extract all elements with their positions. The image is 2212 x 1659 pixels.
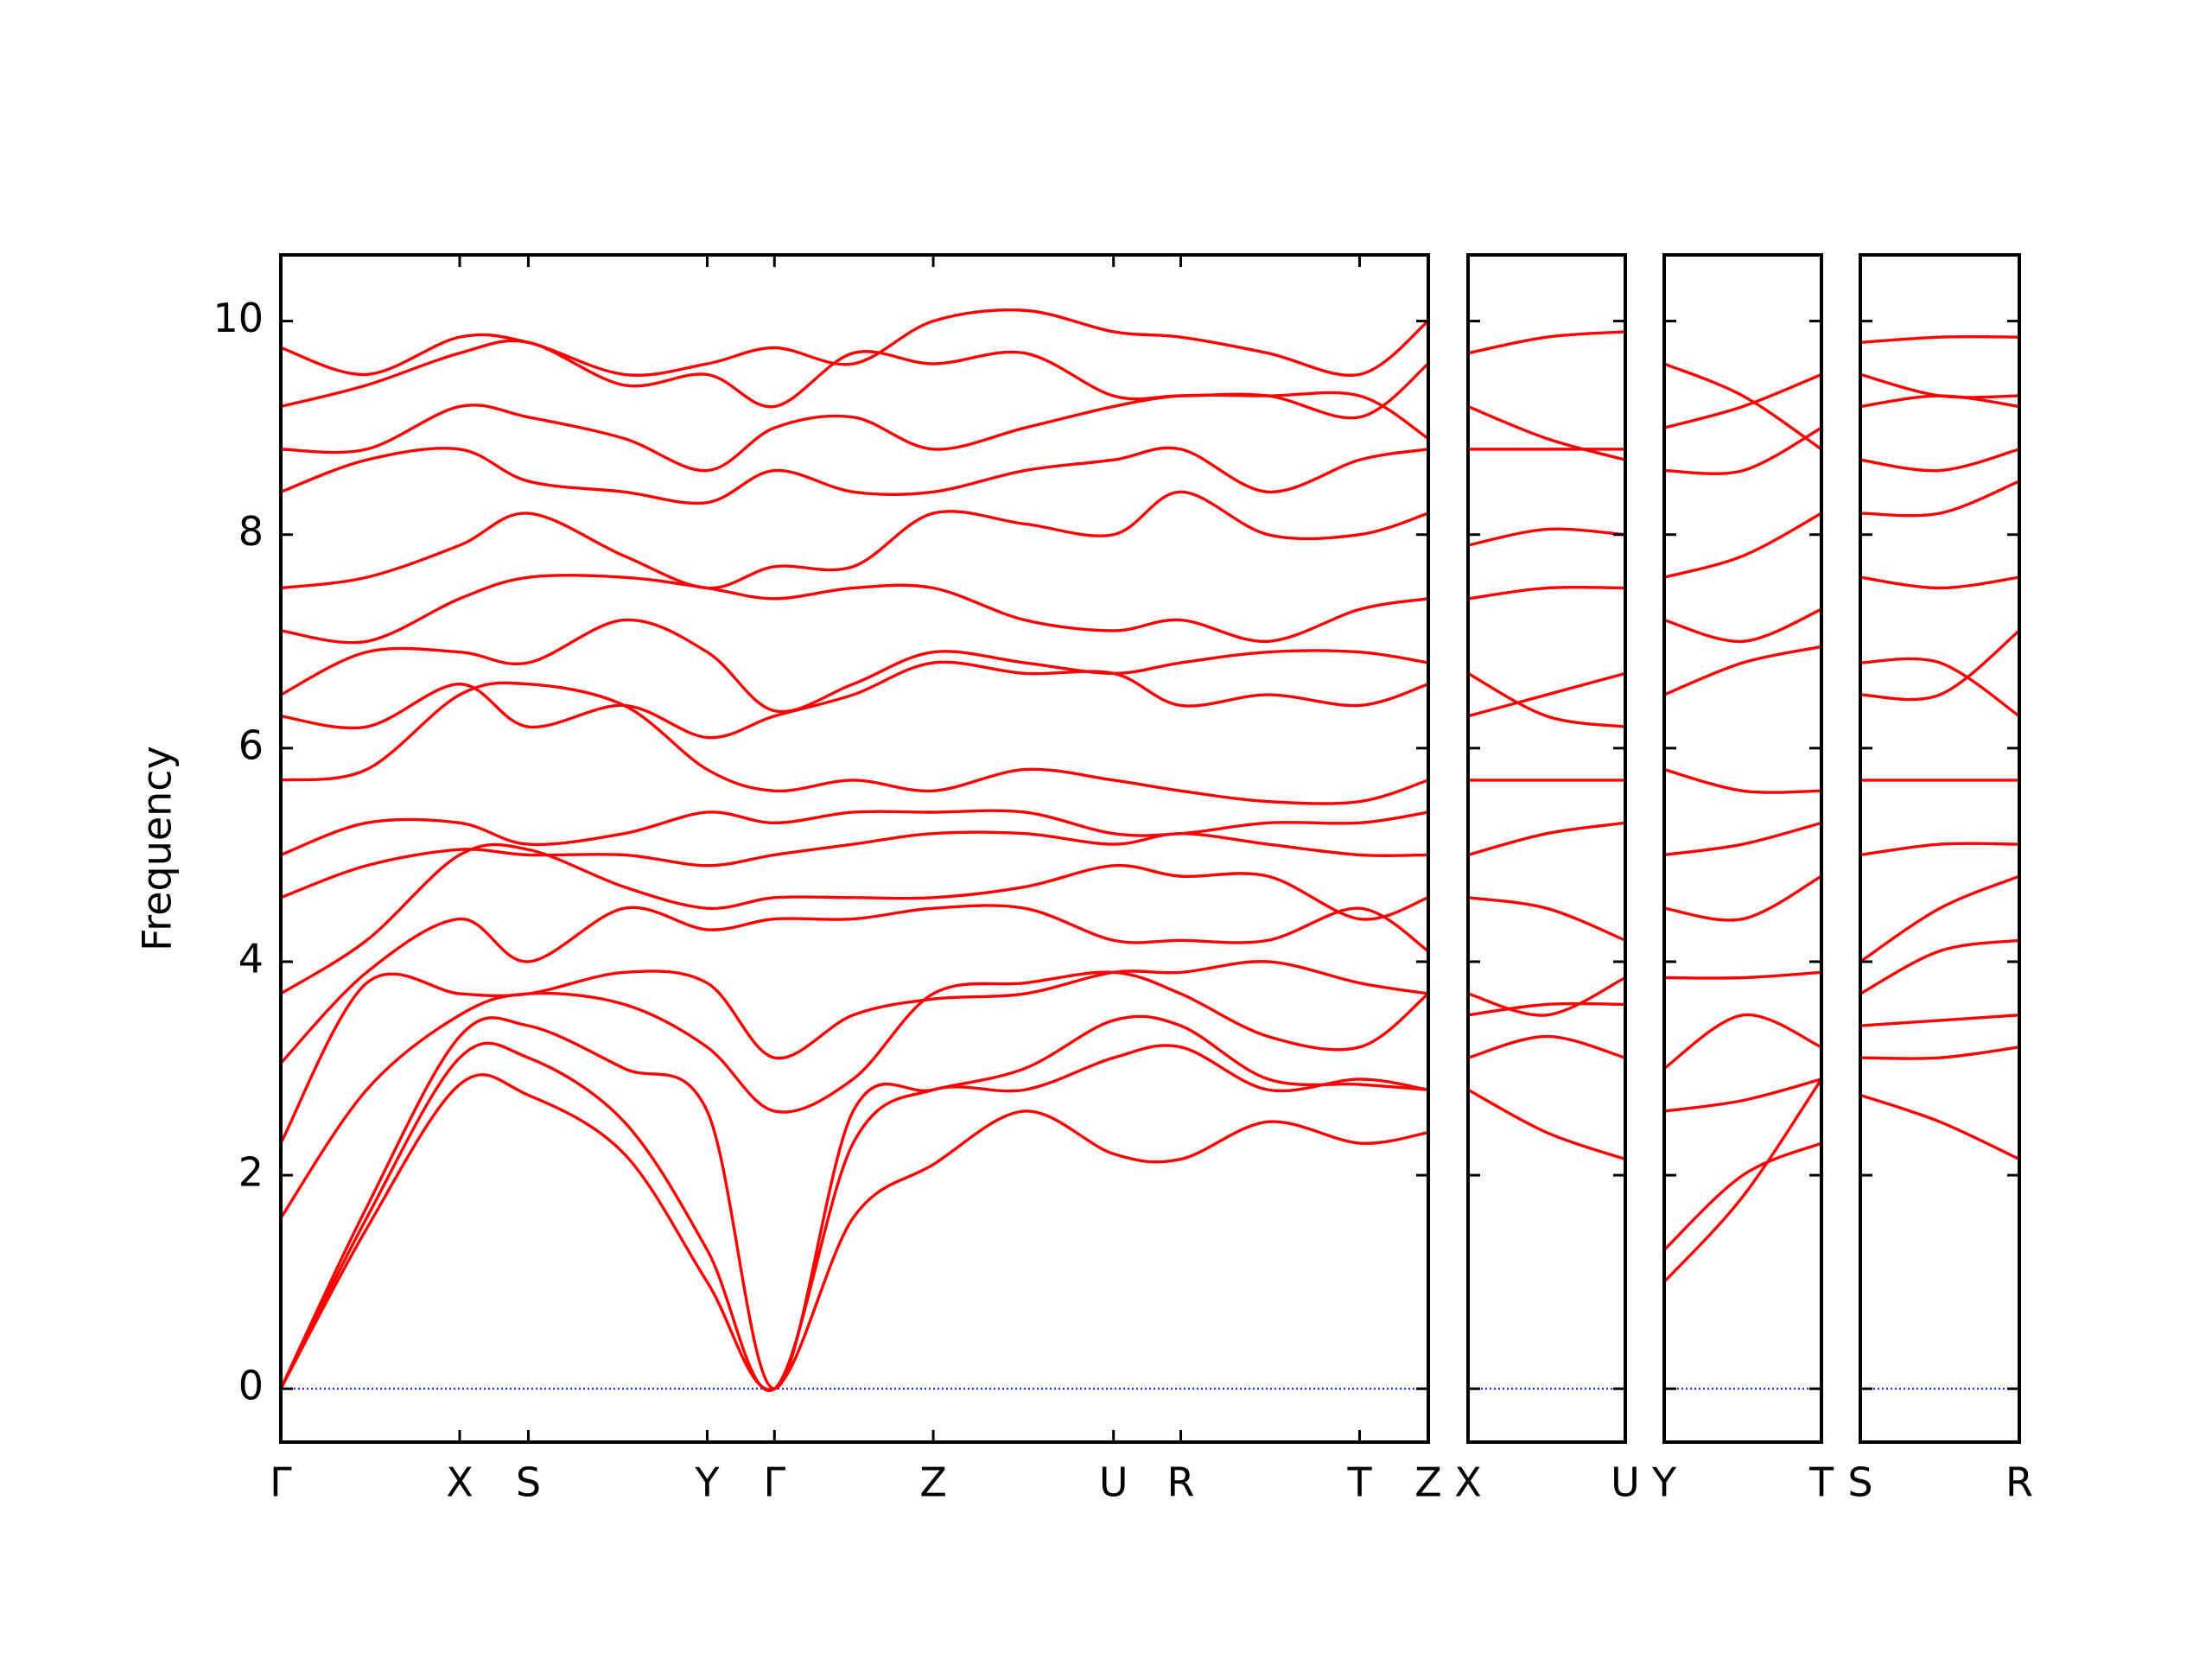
- band-line: [1664, 970, 1821, 980]
- plot-frame: [1859, 253, 2021, 1444]
- band-line: [1664, 512, 1821, 579]
- x-tick-label: X: [446, 1459, 474, 1506]
- band-line: [281, 842, 1428, 995]
- plot-frame: [1466, 253, 1627, 1444]
- band-line: [1860, 874, 2019, 963]
- band-line: [281, 308, 1428, 378]
- band-line: [1468, 330, 1625, 355]
- x-tick-label: T: [1346, 1459, 1372, 1506]
- band-line: [1468, 404, 1625, 461]
- x-tick-label: R: [2005, 1459, 2033, 1506]
- x-tick-label: Z: [919, 1459, 947, 1506]
- band-line: [1468, 896, 1625, 942]
- x-tick-label: Z: [1414, 1459, 1442, 1506]
- x-tick-label: Γ: [270, 1459, 292, 1506]
- band-line: [281, 391, 1428, 473]
- y-tick-label: 4: [238, 935, 264, 982]
- band-line: [1468, 671, 1625, 728]
- band-line: [281, 960, 1428, 1144]
- y-tick-label: 8: [238, 508, 264, 555]
- band-line: [1664, 1013, 1821, 1070]
- band-line: [281, 446, 1428, 505]
- x-tick-label: Y: [694, 1459, 720, 1506]
- band-line: [281, 618, 1428, 714]
- y-axis-label: Frequency: [134, 746, 181, 951]
- x-tick-label: X: [1454, 1459, 1482, 1506]
- x-tick-label: U: [1099, 1459, 1128, 1506]
- plot-frame: [1662, 253, 1823, 1444]
- band-line: [1860, 334, 2019, 345]
- band-line: [1860, 480, 2019, 518]
- band-line: [281, 490, 1428, 590]
- band-line: [1664, 821, 1821, 857]
- band-line: [281, 574, 1428, 645]
- band-line: [281, 904, 1428, 1065]
- x-tick-label: S: [516, 1459, 541, 1506]
- band-line: [281, 809, 1428, 857]
- plot-frame: [279, 253, 1430, 1444]
- x-tick-label: R: [1167, 1459, 1195, 1506]
- band-line: [1468, 1001, 1625, 1017]
- y-tick-label: 0: [238, 1363, 264, 1409]
- band-line: [1468, 821, 1625, 857]
- band-line: [1664, 1077, 1821, 1113]
- band-line: [281, 660, 1428, 740]
- band-line: [1860, 448, 2019, 473]
- band-line: [1468, 585, 1625, 601]
- band-line: [1664, 1141, 1821, 1251]
- band-line: [1664, 607, 1821, 643]
- band-line: [1860, 575, 2019, 590]
- y-tick-label: 2: [238, 1149, 264, 1196]
- band-line: [1664, 645, 1821, 696]
- band-line: [1664, 767, 1821, 794]
- band-line: [1860, 1014, 2019, 1027]
- band-line: [1468, 976, 1625, 1017]
- band-line: [1860, 629, 2019, 702]
- band-line: [1860, 842, 2019, 857]
- x-tick-label: T: [1808, 1459, 1834, 1506]
- band-line: [1664, 362, 1821, 451]
- band-line: [1468, 527, 1625, 547]
- x-tick-label: U: [1611, 1459, 1640, 1506]
- band-line: [1664, 1077, 1821, 1283]
- x-tick-label: Γ: [763, 1459, 785, 1506]
- band-line: [281, 1073, 1428, 1392]
- band-line: [1860, 1046, 2019, 1060]
- band-line: [1860, 372, 2019, 399]
- y-tick-label: 10: [213, 295, 264, 341]
- band-line: [281, 830, 1428, 899]
- band-line: [1860, 657, 2019, 718]
- band-line: [1468, 671, 1625, 718]
- band-line: [1664, 426, 1821, 475]
- x-tick-label: Y: [1651, 1459, 1677, 1506]
- x-tick-label: S: [1847, 1459, 1872, 1506]
- band-line: [281, 970, 1428, 1219]
- y-tick-label: 6: [238, 721, 264, 768]
- band-line: [1860, 938, 2019, 995]
- band-line: [1664, 372, 1821, 429]
- band-line: [281, 1014, 1428, 1390]
- band-line: [1468, 1088, 1625, 1161]
- band-line: [281, 681, 1428, 805]
- band-line: [281, 339, 1428, 420]
- band-line: [1468, 1034, 1625, 1059]
- band-line: [1860, 1093, 2019, 1161]
- band-line: [1664, 874, 1821, 922]
